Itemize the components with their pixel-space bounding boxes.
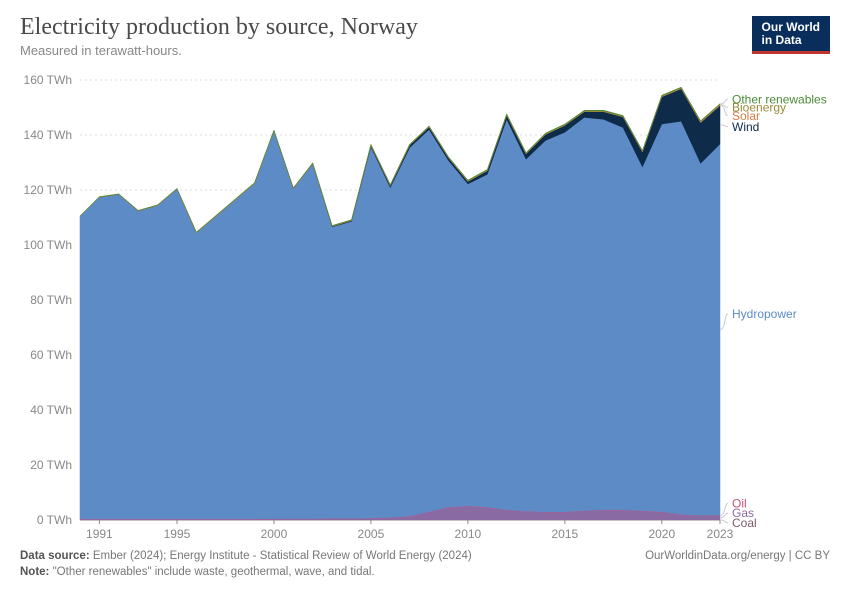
area-hydropower[interactable] [80,117,720,519]
note-label: Note: [20,566,49,578]
svg-text:2020: 2020 [648,527,675,540]
logo-line2: in Data [762,33,802,47]
svg-text:2023: 2023 [707,527,734,540]
legend-label-coal[interactable]: Coal [732,516,757,530]
svg-text:2015: 2015 [551,527,578,540]
legend-label-wind[interactable]: Wind [732,120,759,134]
note-text: "Other renewables" include waste, geothe… [53,566,375,578]
svg-text:20 TWh: 20 TWh [30,458,72,472]
svg-text:80 TWh: 80 TWh [30,293,72,307]
chart-subtitle: Measured in terawatt-hours. [20,43,830,58]
source-label: Data source: [20,550,90,562]
svg-text:60 TWh: 60 TWh [30,348,72,362]
svg-text:2010: 2010 [455,527,482,540]
svg-text:120 TWh: 120 TWh [24,183,72,197]
svg-text:1995: 1995 [164,527,191,540]
owid-logo[interactable]: Our World in Data [752,16,830,54]
footer-note: Note: "Other renewables" include waste, … [20,564,830,580]
footer-attribution: OurWorldinData.org/energy | CC BY [645,548,830,564]
svg-text:2005: 2005 [358,527,385,540]
chart-header: Electricity production by source, Norway… [20,14,830,58]
source-text: Ember (2024); Energy Institute - Statist… [93,550,472,562]
svg-text:100 TWh: 100 TWh [24,238,72,252]
chart-title: Electricity production by source, Norway [20,14,830,41]
svg-text:0 TWh: 0 TWh [37,513,72,527]
svg-text:160 TWh: 160 TWh [24,73,72,87]
svg-text:1991: 1991 [86,527,113,540]
svg-text:40 TWh: 40 TWh [30,403,72,417]
logo-line1: Our World [762,20,820,34]
svg-text:140 TWh: 140 TWh [24,128,72,142]
chart-footer: Data source: Ember (2024); Energy Instit… [20,548,830,580]
chart-plot-area: 0 TWh 20 TWh 40 TWh 60 TWh 80 TWh 100 TWh 120 … [20,70,830,540]
svg-text:2000: 2000 [261,527,288,540]
legend-label-hydropower[interactable]: Hydropower [732,307,797,321]
stacked-area-chart: 0 TWh 20 TWh 40 TWh 60 TWh 80 TWh 100 TWh 120 … [20,70,830,540]
